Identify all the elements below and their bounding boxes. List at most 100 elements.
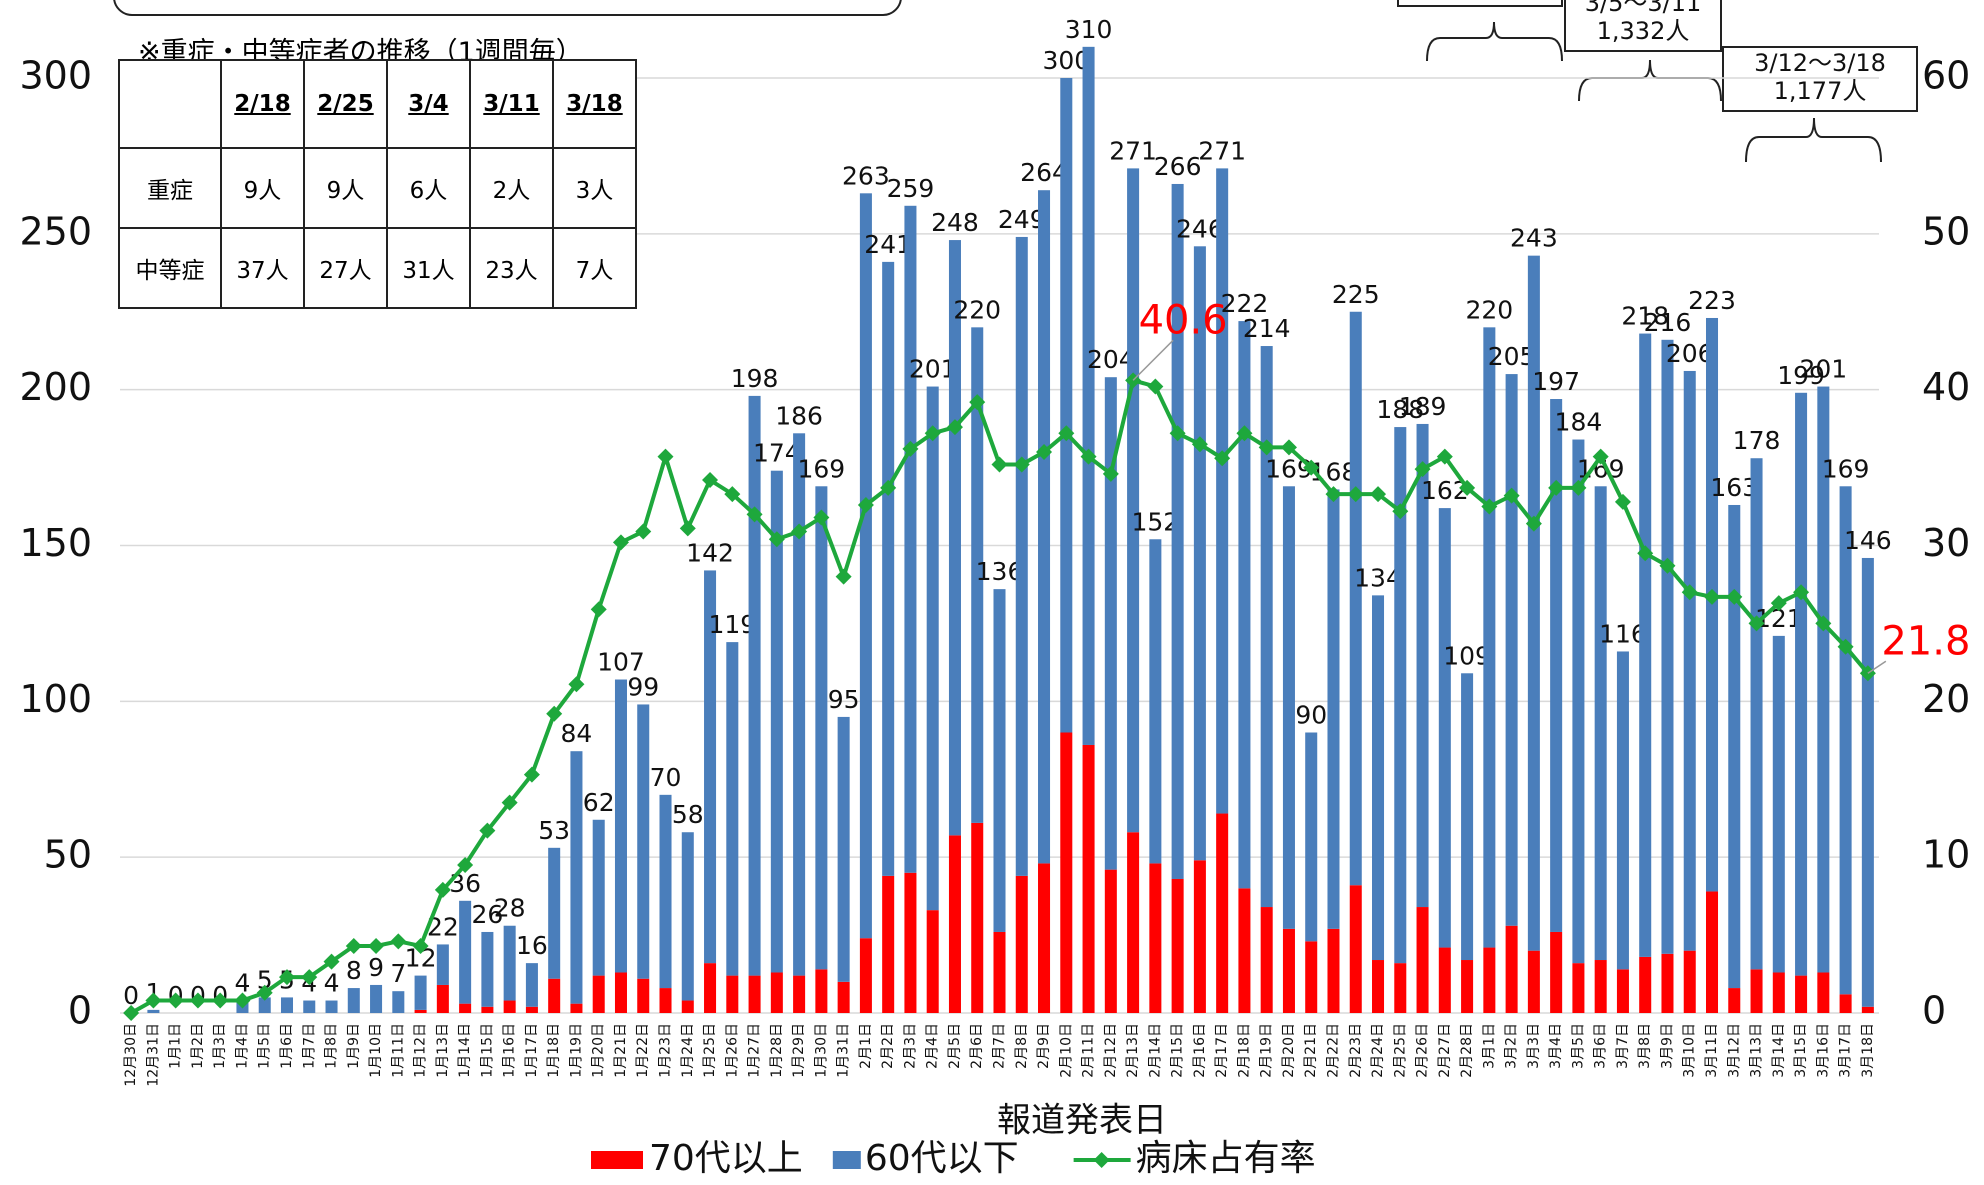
note-box bbox=[1564, 0, 1722, 52]
y-tick-label: 150 bbox=[19, 521, 92, 565]
legend-swatch bbox=[1093, 1152, 1110, 1168]
bar-total-label: 205 bbox=[1488, 342, 1536, 371]
bar bbox=[1594, 486, 1607, 961]
line-marker bbox=[1191, 436, 1208, 453]
bar bbox=[459, 1003, 472, 1013]
x-tick-label: 1月21日 bbox=[613, 1023, 629, 1078]
legend-label: 病床占有率 bbox=[1136, 1138, 1316, 1179]
bar-total-label: 28 bbox=[494, 894, 526, 923]
bar-total-label: 5 bbox=[257, 965, 273, 994]
bar bbox=[1127, 168, 1140, 833]
week-total: 1,332人 bbox=[1597, 17, 1690, 45]
bar-total-label: 225 bbox=[1332, 280, 1380, 309]
bar bbox=[1060, 78, 1073, 733]
bar bbox=[1260, 907, 1273, 1013]
bar bbox=[748, 395, 761, 976]
line-marker bbox=[1837, 638, 1854, 655]
bar bbox=[681, 1000, 694, 1013]
bar bbox=[503, 1000, 516, 1013]
x-tick-label: 1月16日 bbox=[502, 1023, 518, 1078]
bar bbox=[1082, 744, 1095, 1013]
x-tick-label: 2月8日 bbox=[1014, 1023, 1030, 1069]
y-tick-label: 250 bbox=[19, 209, 92, 253]
line-marker bbox=[390, 933, 407, 950]
x-tick-label: 2月20日 bbox=[1281, 1023, 1297, 1078]
x-tick-label: 2月14日 bbox=[1147, 1023, 1163, 1078]
x-tick-label: 1月7日 bbox=[301, 1023, 317, 1069]
bar-total-label: 214 bbox=[1243, 314, 1291, 343]
bar bbox=[1216, 813, 1229, 1013]
bar bbox=[1171, 183, 1184, 879]
bar-total-label: 169 bbox=[798, 454, 846, 483]
bar-total-label: 152 bbox=[1132, 507, 1180, 536]
x-tick-label: 2月23日 bbox=[1348, 1023, 1364, 1078]
bar bbox=[436, 984, 449, 1013]
table-cell: 9人 bbox=[220, 147, 305, 229]
x-tick-label: 1月23日 bbox=[658, 1023, 674, 1078]
bar-total-label: 198 bbox=[731, 364, 779, 393]
bar bbox=[1505, 925, 1518, 1013]
bar-total-label: 184 bbox=[1555, 408, 1603, 437]
bar-total-label: 264 bbox=[1020, 158, 1068, 187]
x-tick-label: 1月24日 bbox=[680, 1023, 696, 1078]
x-tick-label: 1月29日 bbox=[791, 1023, 807, 1078]
bar-total-label: 201 bbox=[1799, 355, 1847, 384]
bar bbox=[948, 835, 961, 1013]
x-tick-label: 2月26日 bbox=[1415, 1023, 1431, 1078]
line-marker bbox=[479, 822, 496, 839]
line-marker bbox=[1637, 545, 1654, 562]
table-cell: 9人 bbox=[303, 147, 388, 229]
bar bbox=[748, 975, 761, 1013]
x-tick-label: 2月7日 bbox=[992, 1023, 1008, 1069]
bar bbox=[614, 972, 627, 1013]
x-tick-label: 1月3日 bbox=[212, 1023, 228, 1069]
bar bbox=[1750, 458, 1763, 970]
line-marker bbox=[1392, 503, 1409, 520]
table: 2/18 2/25 3/4 3/11 3/18 重症 9人 9人 6人 2人 3人 中等症 37人 27人… bbox=[118, 59, 637, 309]
bar-total-label: 62 bbox=[583, 788, 615, 817]
bar-total-label: 146 bbox=[1844, 526, 1892, 555]
x-tick-label: 1月20日 bbox=[591, 1023, 607, 1078]
line-marker bbox=[635, 523, 652, 540]
bar bbox=[1238, 321, 1251, 889]
x-tick-label: 3月6日 bbox=[1593, 1023, 1609, 1069]
x-tick-label: 2月9日 bbox=[1036, 1023, 1052, 1069]
line-marker bbox=[746, 506, 763, 523]
bar-total-label: 0 bbox=[123, 981, 139, 1010]
bar bbox=[570, 751, 583, 1004]
bar bbox=[1104, 377, 1117, 870]
bar bbox=[1372, 595, 1385, 961]
legend-swatch bbox=[832, 1151, 861, 1169]
bar bbox=[1839, 994, 1852, 1013]
bar-total-label: 9 bbox=[368, 953, 384, 982]
x-tick-label: 3月1日 bbox=[1481, 1023, 1497, 1069]
bar bbox=[1639, 333, 1652, 957]
line-marker bbox=[1169, 425, 1186, 442]
table-cell: 3人 bbox=[552, 147, 637, 229]
table-cell: 31人 bbox=[386, 227, 471, 309]
bar bbox=[1795, 392, 1808, 976]
bar bbox=[1572, 963, 1585, 1013]
line-marker bbox=[1347, 486, 1364, 503]
bar-total-label: 84 bbox=[561, 719, 593, 748]
column-header: 3/11 bbox=[469, 59, 554, 149]
x-tick-label: 1月31日 bbox=[836, 1023, 852, 1078]
bar bbox=[770, 470, 783, 973]
bar bbox=[1616, 651, 1629, 970]
week-total: 1,177人 bbox=[1774, 77, 1867, 105]
x-tick-label: 1月8日 bbox=[324, 1023, 340, 1069]
x-tick-label: 3月2日 bbox=[1504, 1023, 1520, 1069]
line-marker bbox=[278, 969, 295, 986]
bar-total-label: 201 bbox=[909, 355, 957, 384]
y2-tick-label: 60 bbox=[1922, 54, 1970, 98]
bar bbox=[1349, 885, 1362, 1013]
line-marker bbox=[345, 937, 362, 954]
line-value-label: 21.8 bbox=[1881, 618, 1970, 664]
line-value-label: 40.6 bbox=[1139, 297, 1228, 343]
bar-total-label: 119 bbox=[708, 610, 756, 639]
bar bbox=[392, 991, 405, 1013]
line-marker bbox=[568, 676, 585, 693]
y2-tick-label: 20 bbox=[1922, 677, 1970, 721]
bar bbox=[1260, 346, 1273, 908]
bar-total-label: 197 bbox=[1532, 367, 1580, 396]
